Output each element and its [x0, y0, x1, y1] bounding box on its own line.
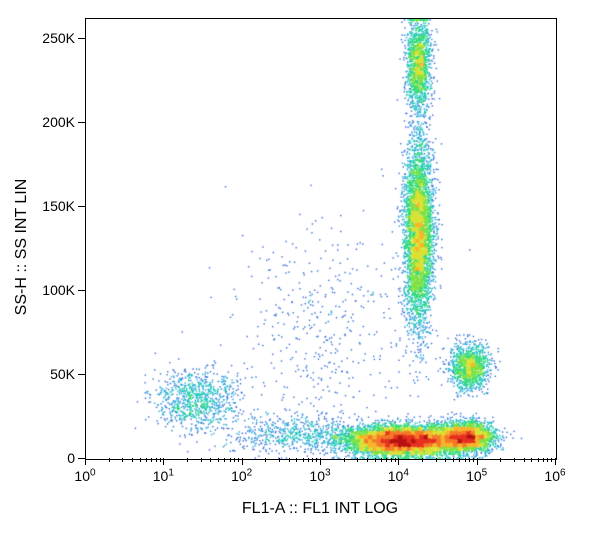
- x-tick-major: [242, 458, 243, 465]
- x-tick-minor: [391, 458, 392, 462]
- x-tick-major: [555, 458, 556, 465]
- y-tick-major: [78, 458, 85, 459]
- y-tick-major: [78, 38, 85, 39]
- x-axis-label: FL1-A :: FL1 INT LOG: [242, 500, 398, 518]
- x-tick-minor: [122, 458, 123, 462]
- x-tick-minor: [357, 458, 358, 462]
- x-tick-minor: [344, 458, 345, 462]
- x-tick-minor: [151, 458, 152, 462]
- x-tick-minor: [238, 458, 239, 462]
- x-tick-minor: [265, 458, 266, 462]
- x-tick-minor: [473, 458, 474, 462]
- x-tick-minor: [469, 458, 470, 462]
- x-tick-minor: [156, 458, 157, 462]
- x-tick-minor: [210, 458, 211, 462]
- flow-cytometry-figure: 100 101 102 103 104 105 106 0 50K 100K 150K 200K 25…: [0, 0, 591, 551]
- x-tick-major: [477, 458, 478, 465]
- y-tick-label: 250K: [42, 30, 75, 46]
- x-tick-minor: [547, 458, 548, 462]
- plot-area: [85, 18, 557, 460]
- x-tick-minor: [543, 458, 544, 462]
- y-tick-major: [78, 122, 85, 123]
- x-tick-minor: [316, 458, 317, 462]
- x-tick-minor: [289, 458, 290, 462]
- y-tick-major: [78, 374, 85, 375]
- x-tick-minor: [303, 458, 304, 462]
- x-tick-label: 102: [231, 468, 252, 484]
- x-tick-minor: [514, 458, 515, 462]
- x-tick-minor: [308, 458, 309, 462]
- x-tick-major: [85, 458, 86, 465]
- y-tick-label: 200K: [42, 114, 75, 130]
- x-tick-minor: [296, 458, 297, 462]
- y-tick-label: 150K: [42, 198, 75, 214]
- y-tick-label: 50K: [50, 366, 75, 382]
- x-tick-minor: [422, 458, 423, 462]
- x-tick-minor: [312, 458, 313, 462]
- x-tick-label: 100: [74, 468, 95, 484]
- x-tick-minor: [230, 458, 231, 462]
- x-tick-label: 106: [544, 468, 565, 484]
- x-tick-minor: [436, 458, 437, 462]
- y-tick-label: 0: [67, 450, 75, 466]
- x-tick-major: [163, 458, 164, 465]
- x-tick-minor: [395, 458, 396, 462]
- x-tick-minor: [453, 458, 454, 462]
- y-tick-major: [78, 290, 85, 291]
- x-tick-minor: [465, 458, 466, 462]
- x-tick-minor: [538, 458, 539, 462]
- x-tick-minor: [381, 458, 382, 462]
- x-tick-label: 104: [388, 468, 409, 484]
- y-tick-major: [78, 206, 85, 207]
- x-tick-minor: [375, 458, 376, 462]
- x-tick-minor: [524, 458, 525, 462]
- x-tick-minor: [500, 458, 501, 462]
- x-tick-minor: [201, 458, 202, 462]
- x-tick-label: 103: [309, 468, 330, 484]
- density-scatter: [86, 19, 556, 459]
- x-tick-label: 105: [466, 468, 487, 484]
- y-axis-label: SS-H :: SS INT LIN: [13, 179, 31, 316]
- x-tick-minor: [551, 458, 552, 462]
- x-tick-minor: [160, 458, 161, 462]
- x-tick-major: [398, 458, 399, 465]
- x-tick-minor: [140, 458, 141, 462]
- x-tick-minor: [367, 458, 368, 462]
- x-tick-minor: [109, 458, 110, 462]
- x-tick-minor: [531, 458, 532, 462]
- x-tick-minor: [386, 458, 387, 462]
- x-tick-minor: [218, 458, 219, 462]
- x-tick-minor: [234, 458, 235, 462]
- y-tick-label: 100K: [42, 282, 75, 298]
- x-tick-minor: [459, 458, 460, 462]
- x-tick-minor: [445, 458, 446, 462]
- x-tick-label: 101: [153, 468, 174, 484]
- x-tick-minor: [132, 458, 133, 462]
- x-tick-minor: [279, 458, 280, 462]
- x-tick-minor: [224, 458, 225, 462]
- x-tick-major: [320, 458, 321, 465]
- x-tick-minor: [146, 458, 147, 462]
- x-tick-minor: [187, 458, 188, 462]
